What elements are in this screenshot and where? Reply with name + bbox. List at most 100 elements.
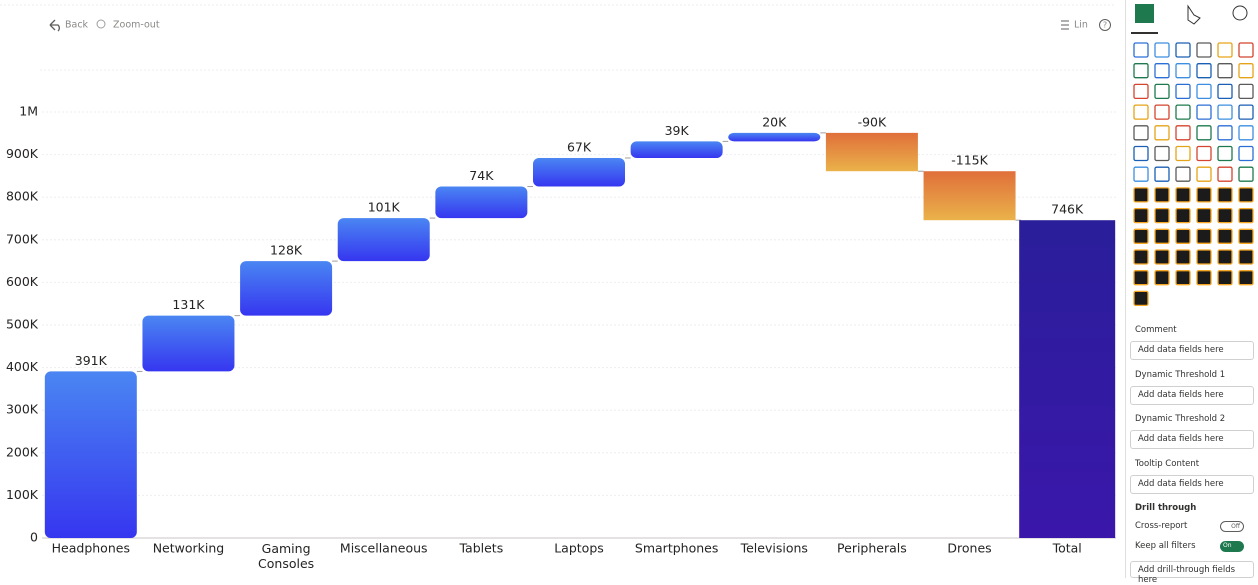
build-tab[interactable] (1135, 4, 1154, 23)
visual-gallery (1131, 4, 1254, 307)
visual-icon[interactable] (1154, 125, 1170, 141)
visual-icon[interactable] (1175, 125, 1191, 141)
visual-icon[interactable] (1133, 249, 1149, 265)
field-well[interactable]: Add drill-through fields here (1130, 561, 1254, 585)
visual-icon[interactable] (1133, 63, 1149, 79)
visual-icon[interactable] (1154, 207, 1170, 224)
visual-icon[interactable] (1238, 125, 1254, 141)
visual-icon[interactable] (1133, 290, 1149, 307)
x-tick-label: Peripherals (837, 541, 907, 556)
analytics-tab[interactable] (1232, 5, 1248, 21)
option-label: Cross-report (1135, 521, 1188, 531)
visual-icon[interactable] (1154, 42, 1170, 58)
visual-icon[interactable] (1175, 207, 1191, 224)
visual-icon[interactable] (1217, 42, 1233, 58)
visual-icon[interactable] (1196, 125, 1212, 141)
field-well[interactable]: Add data fields here (1130, 341, 1254, 360)
visual-icon[interactable] (1133, 228, 1149, 244)
visual-icon[interactable] (1238, 228, 1254, 244)
visual-icon[interactable] (1133, 125, 1149, 141)
option-label: Keep all filters (1135, 541, 1196, 551)
visual-icon[interactable] (1175, 228, 1191, 244)
visual-icon[interactable] (1217, 207, 1233, 224)
format-tab[interactable] (1187, 4, 1201, 25)
visual-icon[interactable] (1175, 42, 1191, 58)
visual-icon[interactable] (1133, 187, 1149, 203)
visual-icon[interactable] (1175, 187, 1191, 203)
visual-icon[interactable] (1217, 270, 1233, 286)
help-icon[interactable] (1099, 19, 1111, 31)
visual-icon[interactable] (1154, 63, 1170, 79)
visual-icon[interactable] (1133, 166, 1149, 182)
visual-icon[interactable] (1154, 187, 1170, 203)
visual-icon[interactable] (1238, 145, 1254, 162)
visual-icon[interactable] (1217, 125, 1233, 141)
visual-icon[interactable] (1154, 249, 1170, 265)
visual-icon[interactable] (1154, 104, 1170, 120)
visual-icon[interactable] (1154, 145, 1170, 162)
visual-icon[interactable] (1217, 187, 1233, 203)
visual-icon[interactable] (1154, 228, 1170, 244)
field-well[interactable]: Add data fields here (1130, 385, 1254, 405)
visual-icon[interactable] (1175, 166, 1191, 182)
visual-icon[interactable] (1217, 104, 1233, 120)
field-well[interactable]: Add data fields here (1130, 430, 1254, 450)
visual-icon[interactable] (1217, 63, 1233, 79)
visual-icon[interactable] (1196, 207, 1212, 224)
visual-icon[interactable] (1238, 187, 1254, 203)
visual-icon[interactable] (1175, 249, 1191, 265)
visual-icon[interactable] (1217, 249, 1233, 265)
visual-icon[interactable] (1196, 104, 1212, 120)
field-well[interactable]: Add data fields here (1130, 475, 1254, 495)
visual-icon[interactable] (1175, 83, 1191, 100)
scale-button[interactable]: Lin (1074, 20, 1088, 31)
zoom-icon[interactable] (96, 19, 106, 29)
visual-icon[interactable] (1175, 63, 1191, 79)
visual-icon[interactable] (1196, 187, 1212, 203)
visual-icon[interactable] (1196, 42, 1212, 58)
visual-icon[interactable] (1196, 83, 1212, 100)
visual-icon[interactable] (1133, 104, 1149, 120)
visual-icon[interactable] (1133, 207, 1149, 224)
visual-icon[interactable] (1217, 166, 1233, 182)
help-button[interactable]: ? (1103, 21, 1107, 30)
toggle[interactable]: Off (1220, 521, 1244, 532)
visual-icon[interactable] (1133, 42, 1149, 58)
back-button[interactable]: Back (65, 20, 89, 31)
visual-icon[interactable] (1238, 42, 1254, 58)
visual-icon[interactable] (1238, 83, 1254, 100)
visual-icon[interactable] (1196, 145, 1212, 162)
visual-icon[interactable] (1196, 63, 1212, 79)
increase-bar (240, 261, 333, 316)
visual-icon[interactable] (1133, 145, 1149, 162)
visual-icon[interactable] (1238, 63, 1254, 79)
visual-icon[interactable] (1238, 249, 1254, 265)
x-tick-label: Smartphones (635, 541, 718, 556)
visual-icon[interactable] (1196, 270, 1212, 286)
visual-icon[interactable] (1175, 104, 1191, 120)
y-tick-label: 300K (6, 402, 39, 417)
visual-icon[interactable] (1154, 270, 1170, 286)
toggle[interactable]: On (1220, 541, 1244, 552)
visual-icon[interactable] (1217, 83, 1233, 100)
y-tick-label: 0 (30, 530, 38, 545)
visual-icon[interactable] (1196, 166, 1212, 182)
visual-icon[interactable] (1196, 228, 1212, 244)
scale-icon[interactable] (1061, 20, 1069, 30)
visual-icon[interactable] (1133, 270, 1149, 286)
visual-icon[interactable] (1238, 270, 1254, 286)
visual-icon[interactable] (1238, 207, 1254, 224)
total-bar (1019, 220, 1116, 539)
visual-icon[interactable] (1217, 228, 1233, 244)
visual-icon[interactable] (1238, 166, 1254, 182)
visual-icon[interactable] (1154, 83, 1170, 100)
zoom-out-button[interactable]: Zoom-out (113, 20, 160, 31)
visual-icon[interactable] (1175, 145, 1191, 162)
visual-icon[interactable] (1175, 270, 1191, 286)
visual-icon[interactable] (1238, 104, 1254, 120)
back-icon[interactable] (49, 19, 60, 32)
visual-icon[interactable] (1217, 145, 1233, 162)
visual-icon[interactable] (1133, 83, 1149, 100)
visual-icon[interactable] (1196, 249, 1212, 265)
visual-icon[interactable] (1154, 166, 1170, 182)
